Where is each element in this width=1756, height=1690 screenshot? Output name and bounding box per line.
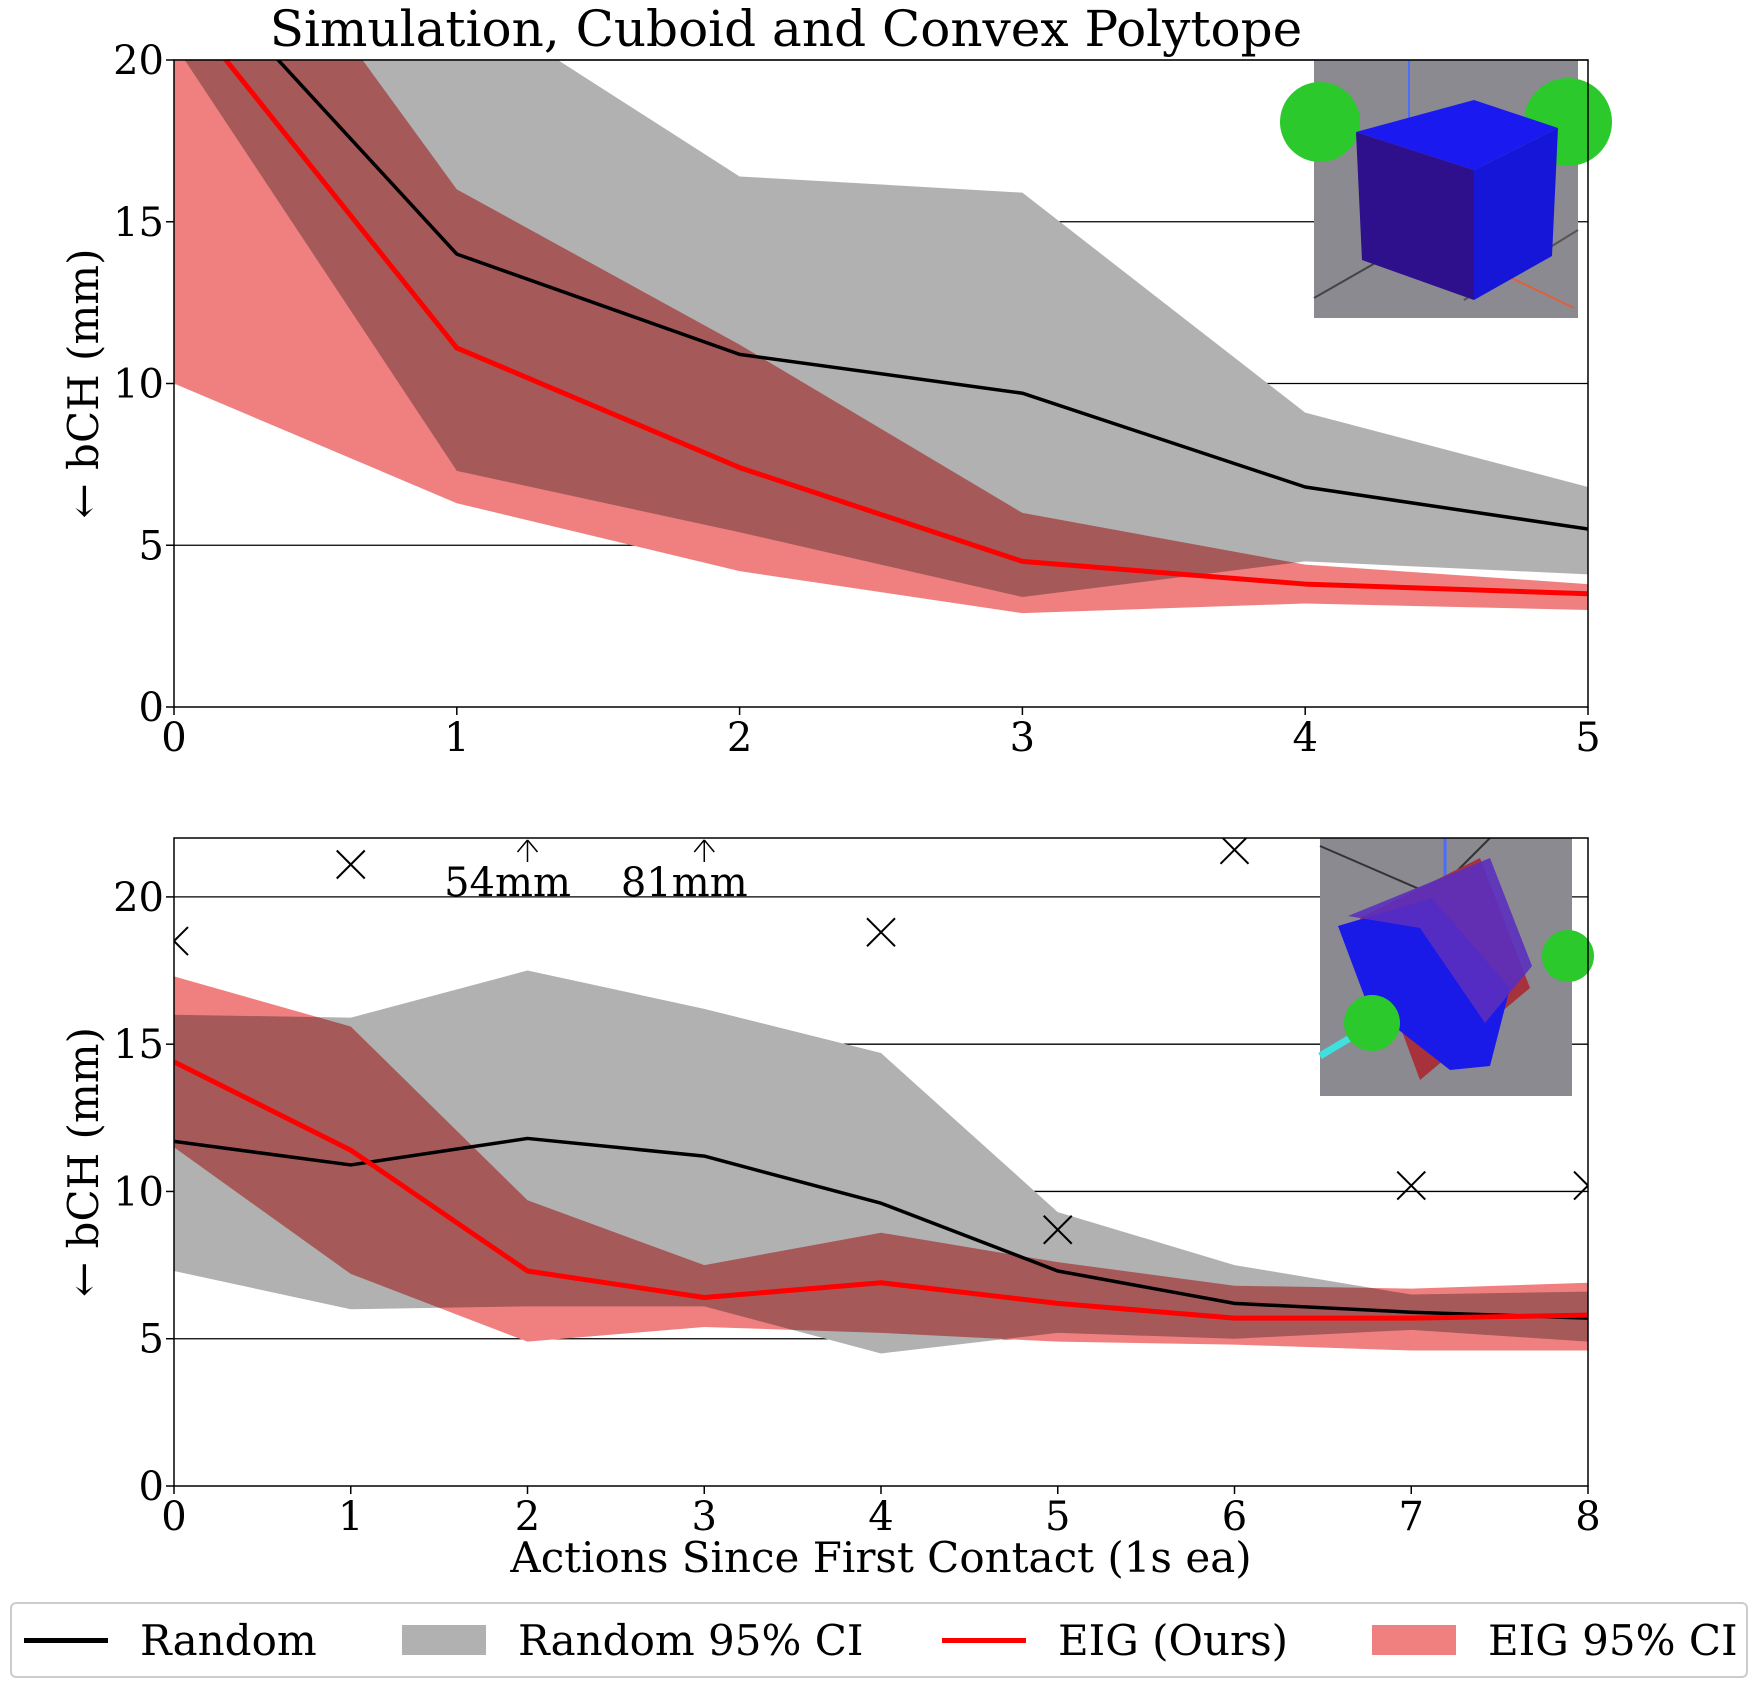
legend-swatch-eig [942, 1637, 1026, 1643]
outlier-marker [1219, 838, 1250, 865]
legend-item-random-ci: Random 95% CI [402, 1604, 863, 1676]
eig-series-line [174, 1059, 1588, 1321]
x-tick-label: 2 [515, 1494, 540, 1540]
y-tick-label: 10 [113, 362, 164, 408]
off-chart-value-label: 81mm [621, 860, 748, 906]
legend-label: Random [140, 1615, 317, 1665]
x-tick-label: 5 [1575, 715, 1600, 761]
x-tick-label: 1 [338, 1494, 363, 1540]
x-tick-label: 2 [727, 715, 752, 761]
bottom-panel: 54mm 81mm 0 1 2 3 4 5 6 7 8 0 5 10 15 20 ← bCH (mm) Actio… [59, 837, 1601, 1582]
off-chart-arrow [693, 839, 715, 862]
x-tick-label: 0 [161, 1494, 186, 1540]
eig-ci-band [174, 60, 1588, 614]
x-tick-label: 3 [1010, 715, 1035, 761]
outlier-marker [174, 926, 189, 956]
x-tick-label: 3 [692, 1494, 717, 1540]
cuboid-render-image [1280, 60, 1612, 318]
legend-label: EIG (Ours) [1058, 1615, 1289, 1665]
y-tick-label: 15 [113, 1022, 164, 1068]
x-tick-label: 1 [444, 715, 469, 761]
y-tick-label: 10 [113, 1169, 164, 1215]
random-series-line [275, 60, 1588, 531]
legend-item-eig: EIG (Ours) [942, 1604, 1288, 1676]
y-tick-label: 0 [139, 1464, 164, 1510]
outlier-marker [866, 917, 896, 947]
random-series-line [174, 1136, 1588, 1320]
eig-ci-band [174, 976, 1588, 1351]
legend-item-random: Random [24, 1604, 317, 1676]
x-tick-label: 7 [1399, 1494, 1424, 1540]
x-tick-label: 0 [161, 715, 186, 761]
off-chart-arrow [516, 839, 539, 862]
y-tick-label: 20 [113, 38, 164, 84]
x-axis-label: Actions Since First Contact (1s ea) [509, 1533, 1251, 1582]
legend-swatch-eig-ci [1372, 1625, 1456, 1655]
y-tick-label: 15 [113, 200, 164, 246]
legend-item-eig-ci: EIG 95% CI [1372, 1604, 1738, 1676]
x-tick-label: 5 [1045, 1494, 1070, 1540]
figure: Simulation, Cuboid and Convex Polytope 0… [59, 0, 1612, 1582]
x-tick-label: 6 [1222, 1494, 1247, 1540]
y-axis-label: ← bCH (mm) [59, 1027, 108, 1297]
legend-swatch-random-ci [402, 1625, 486, 1655]
legend: Random Random 95% CI EIG (Ours) EIG 95% … [10, 1602, 1748, 1678]
x-tick-label: 4 [868, 1494, 893, 1540]
legend-label: EIG 95% CI [1488, 1615, 1738, 1665]
y-tick-label: 5 [139, 523, 164, 569]
off-chart-value-label: 54mm [444, 860, 571, 906]
x-tick-label: 8 [1575, 1494, 1600, 1540]
y-tick-label: 20 [113, 875, 164, 921]
legend-swatch-random [24, 1637, 108, 1643]
top-panel: 0 1 2 3 4 5 0 5 10 15 20 ← bCH (mm) [59, 38, 1612, 761]
y-axis-label: ← bCH (mm) [59, 249, 108, 519]
polytope-render-image [1318, 837, 1594, 1096]
outlier-marker [1043, 1215, 1073, 1245]
y-tick-label: 0 [139, 685, 164, 731]
outlier-marker [336, 849, 366, 880]
x-tick-label: 4 [1292, 715, 1317, 761]
y-tick-label: 5 [139, 1317, 164, 1363]
outlier-marker [1396, 1170, 1426, 1201]
eig-series-line [222, 60, 1588, 597]
outlier-marker [1573, 1170, 1588, 1201]
legend-label: Random 95% CI [518, 1615, 864, 1665]
chart-title: Simulation, Cuboid and Convex Polytope [270, 0, 1302, 58]
